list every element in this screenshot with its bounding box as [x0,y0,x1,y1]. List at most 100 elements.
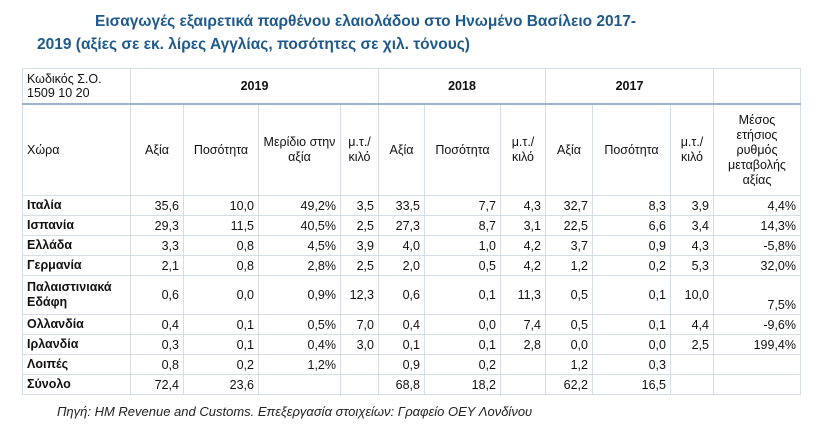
value-cell: 0,2 [592,255,671,276]
value-cell: 0,5 [545,314,593,335]
value-cell: 10,0 [183,195,259,216]
value-cell: 0,1 [183,334,259,355]
value-cell: 2,5 [670,334,714,355]
value-cell: 62,2 [545,374,593,395]
value-cell: 0,8 [183,235,259,256]
title-line-1: Εισαγωγές εξαιρετικά παρθένου ελαιολάδου… [95,13,637,30]
value-cell: 3,9 [670,195,714,216]
country-cell: Ολλανδία [22,314,131,335]
value-cell: 0,6 [378,275,425,315]
column-header: μ.τ./ κιλό [500,103,546,196]
value-cell: 29,3 [130,215,184,236]
value-cell: 11,5 [183,215,259,236]
country-cell: Γερμανία [22,255,131,276]
value-cell: 0,5 [545,275,593,315]
year-header-2018: 2018 [378,68,546,105]
value-cell: 3,3 [130,235,184,256]
value-cell: 4,0 [378,235,425,256]
table-row: Ολλανδία 0,4 0,1 0,5% 7,0 0,4 0,0 7,4 0,5 0,1 4,4-… [22,314,801,335]
value-cell: 2,8% [258,255,341,276]
value-cell: 3,7 [545,235,593,256]
value-cell: 1,0 [424,235,501,256]
value-cell: 0,1 [424,275,501,315]
table-row: Ιταλία 35,6 10,0 49,2% 3,5 33,5 7,7 4,3 32,7 8,3 3… [22,195,801,216]
column-header: Μερίδιο στην αξία [258,103,341,196]
value-cell: 3,5 [340,195,379,216]
value-cell: 40,5% [258,215,341,236]
column-header: Ποσότητα [183,103,259,196]
value-cell: 0,9% [258,275,341,315]
value-cell: 3,4 [670,215,714,236]
value-cell: 0,4 [130,314,184,335]
value-cell: 2,5 [340,215,379,236]
product-code-cell: Κωδικός Σ.Ο. 1509 10 20 [22,68,131,105]
value-cell: 23,6 [183,374,259,395]
value-cell: 27,3 [378,215,425,236]
value-cell: 0,0 [592,334,671,355]
value-cell: 7,0 [340,314,379,335]
value-cell: 2,8 [500,334,546,355]
value-cell: 1,2% [258,354,341,375]
value-cell: 7,7 [424,195,501,216]
value-cell: 32,0% [713,255,801,276]
value-cell: 0,9 [592,235,671,256]
value-cell: -5,8% [713,235,801,256]
value-cell: 4,5% [258,235,341,256]
value-cell: 0,6 [130,275,184,315]
value-cell: 6,6 [592,215,671,236]
value-cell: 4,2 [500,235,546,256]
value-cell: 12,3 [340,275,379,315]
product-code-label: Κωδικός Σ.Ο. [27,72,102,86]
value-cell: 0,1 [183,314,259,335]
table-row: Σύνολο 72,4 23,6 68,8 18,2 62,2 16,5 [22,374,801,395]
value-cell: 10,0 [670,275,714,315]
empty-header-cell [713,68,801,105]
value-cell: 3,9 [340,235,379,256]
title-line-2: 2019 (αξίες σε εκ. λίρες Αγγλίας, ποσότη… [37,36,470,53]
value-cell: 4,4 [670,314,714,335]
value-cell: 8,3 [592,195,671,216]
value-cell: 0,3 [592,354,671,375]
column-header: μ.τ./ κιλό [340,103,379,196]
column-header: μ.τ./ κιλό [670,103,714,196]
value-cell [500,354,546,375]
column-header: Ποσότητα [424,103,501,196]
imports-table: Κωδικός Σ.Ο. 1509 10 20 2019 2018 2017 Χ… [22,68,801,395]
value-cell: 0,3 [130,334,184,355]
value-cell [670,374,714,395]
table-row: Γερμανία 2,1 0,8 2,8% 2,5 2,0 0,5 4,2 1,2 0,2 5,3 3… [22,255,801,276]
value-cell: 0,9 [378,354,425,375]
column-header: Χώρα [22,103,131,196]
value-cell: 0,8 [130,354,184,375]
value-cell: 0,5% [258,314,341,335]
table-row: Ιρλανδία 0,3 0,1 0,4% 3,0 0,1 0,1 2,8 0,0 0,0 2,5 1… [22,334,801,355]
country-cell: Σύνολο [22,374,131,395]
value-cell: 0,2 [183,354,259,375]
value-cell: 14,3% [713,215,801,236]
value-cell: 68,8 [378,374,425,395]
value-cell: 35,6 [130,195,184,216]
value-cell: 4,2 [500,255,546,276]
value-cell: 1,2 [545,354,593,375]
value-cell: -9,6% [713,314,801,335]
source-note: Πηγή: HM Revenue and Customs. Επεξεργασί… [57,404,533,419]
value-cell [258,374,341,395]
product-code-value: 1509 10 20 [27,86,90,100]
value-cell: 4,3 [500,195,546,216]
country-cell: Ισπανία [22,215,131,236]
year-header-2019: 2019 [130,68,379,105]
country-cell: Ιρλανδία [22,334,131,355]
country-cell: Παλαιστινιακά Εδάφη [22,275,131,315]
value-cell: 11,3 [500,275,546,315]
value-cell: 0,4 [378,314,425,335]
column-header: Αξία [130,103,184,196]
year-header-2017: 2017 [545,68,714,105]
value-cell: 32,7 [545,195,593,216]
value-cell: 0,1 [592,275,671,315]
value-cell: 0,1 [592,314,671,335]
value-cell: 8,7 [424,215,501,236]
column-header: Μέσος ετήσιος ρυθμός μεταβολής αξίας [713,103,801,196]
value-cell: 49,2% [258,195,341,216]
value-cell: 2,5 [340,255,379,276]
value-cell: 33,5 [378,195,425,216]
